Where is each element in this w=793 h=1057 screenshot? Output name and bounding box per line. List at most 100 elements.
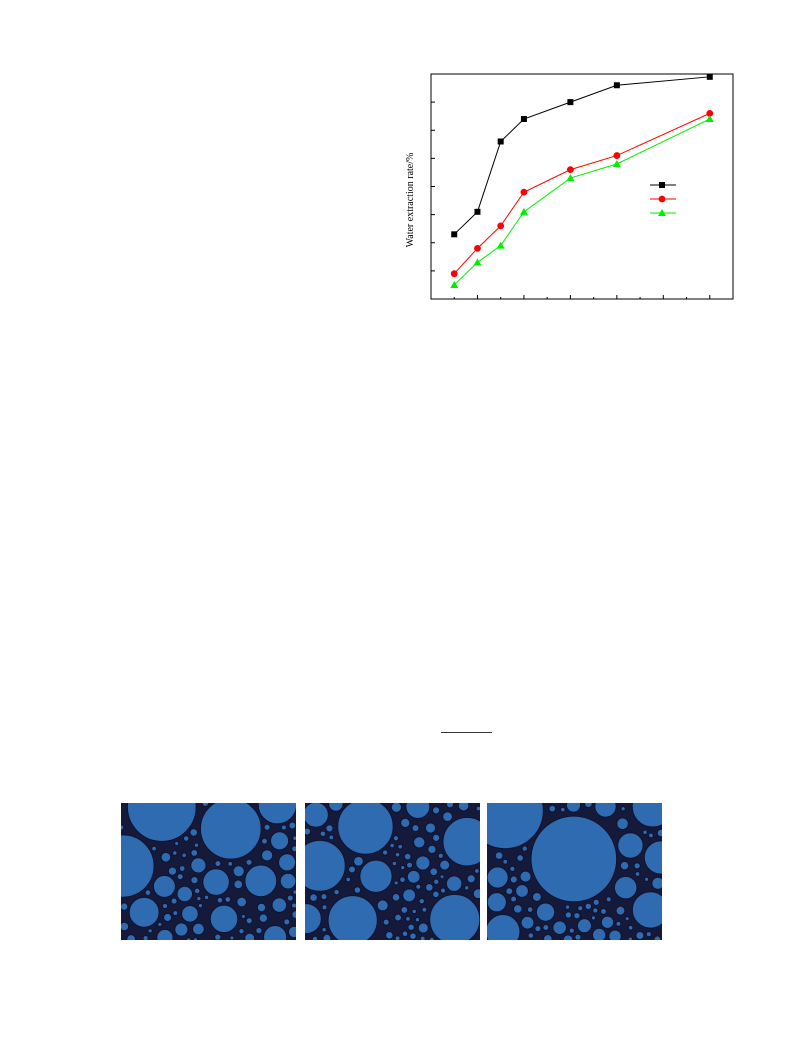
droplet <box>432 833 441 842</box>
droplet <box>466 874 476 884</box>
droplet <box>240 913 246 919</box>
droplet <box>600 915 615 929</box>
droplet <box>515 884 529 898</box>
data-point-square <box>659 182 665 188</box>
droplet <box>292 835 296 841</box>
droplet <box>401 930 409 938</box>
droplet <box>631 891 662 929</box>
droplet <box>172 910 179 917</box>
droplet <box>584 902 593 911</box>
droplet <box>257 803 296 825</box>
series-square <box>451 73 713 238</box>
droplet <box>224 896 232 903</box>
droplet <box>170 897 178 905</box>
droplet <box>260 849 274 862</box>
droplet <box>161 902 169 910</box>
droplet <box>309 893 318 902</box>
droplet <box>439 874 445 880</box>
droplet <box>565 803 582 813</box>
data-point-triangle <box>658 209 666 216</box>
droplet <box>445 875 463 892</box>
x-axis-ticks <box>453 295 711 299</box>
droplet <box>245 917 253 925</box>
series-layer <box>450 73 714 288</box>
droplet <box>178 865 186 872</box>
droplet <box>415 883 422 890</box>
droplet <box>427 844 437 855</box>
droplet <box>147 928 153 934</box>
droplet <box>542 924 550 932</box>
droplet <box>197 903 204 909</box>
series-line <box>453 118 710 286</box>
droplet <box>433 878 440 885</box>
droplet <box>244 932 256 940</box>
data-point-triangle <box>612 160 621 167</box>
droplet <box>397 843 404 850</box>
droplet <box>227 860 234 867</box>
droplet <box>192 922 205 936</box>
droplet <box>531 892 542 902</box>
data-point-circle <box>658 195 666 203</box>
data-point-circle <box>450 270 458 278</box>
droplet <box>568 927 575 934</box>
droplet <box>418 897 425 905</box>
droplet <box>394 851 401 858</box>
droplet <box>402 888 417 903</box>
droplet <box>592 907 599 914</box>
droplet <box>494 851 504 861</box>
droplet <box>424 822 437 834</box>
droplet <box>653 935 662 940</box>
droplet <box>263 924 288 940</box>
droplet <box>608 929 622 940</box>
data-point-triangle <box>705 115 714 122</box>
droplet <box>190 857 207 874</box>
droplet <box>391 892 401 902</box>
droplet <box>407 923 415 931</box>
droplet <box>591 927 607 940</box>
droplet <box>656 828 662 838</box>
droplet <box>232 865 245 878</box>
data-point-triangle <box>473 258 482 266</box>
droplet <box>442 811 453 823</box>
droplet <box>353 886 362 894</box>
droplet <box>321 926 327 933</box>
droplet <box>280 824 287 831</box>
data-point-triangle <box>496 241 505 249</box>
droplet <box>559 806 566 813</box>
droplet <box>287 925 296 939</box>
data-point-square <box>451 231 458 238</box>
droplet <box>319 830 327 838</box>
data-point-square <box>520 116 527 122</box>
droplet <box>564 904 571 910</box>
droplet <box>616 817 629 831</box>
droplet <box>624 916 630 922</box>
data-point-circle <box>706 109 714 117</box>
data-point-square <box>613 82 620 89</box>
droplet <box>474 868 480 874</box>
droplet <box>192 937 199 940</box>
droplet <box>325 824 334 833</box>
series-triangle <box>450 115 714 288</box>
droplet <box>400 864 406 871</box>
droplet <box>196 895 202 902</box>
droplet <box>509 865 516 872</box>
droplet <box>156 928 174 940</box>
droplet <box>258 913 269 923</box>
droplet <box>487 914 521 940</box>
droplet <box>263 823 271 831</box>
droplet <box>214 933 222 940</box>
droplet <box>648 832 654 839</box>
data-point-circle <box>474 244 481 252</box>
droplet <box>391 860 398 867</box>
droplet <box>429 893 480 940</box>
droplet <box>233 879 244 890</box>
droplet <box>181 852 187 859</box>
droplet <box>305 827 312 836</box>
droplet <box>359 859 393 893</box>
droplet <box>121 902 129 911</box>
droplet <box>613 875 638 900</box>
droplet <box>627 936 633 940</box>
droplet <box>411 908 417 915</box>
droplet <box>574 933 582 940</box>
data-point-circle <box>520 188 528 196</box>
